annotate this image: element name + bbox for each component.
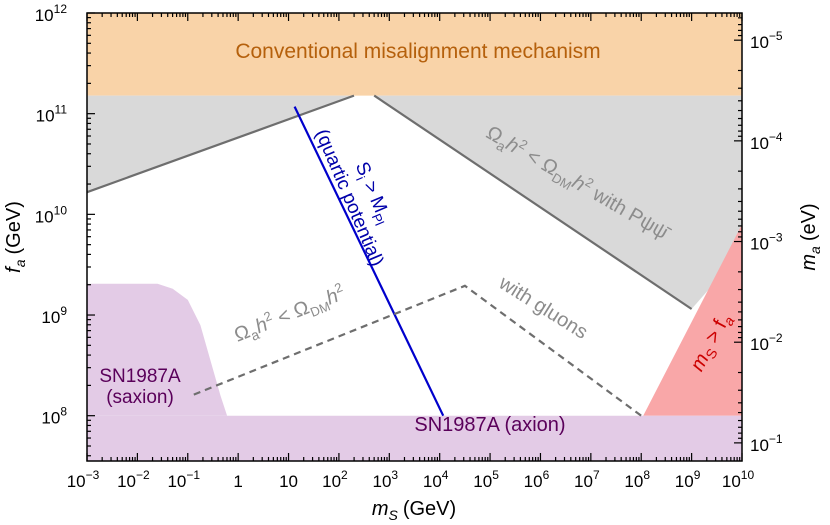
x-axis-title: mS (GeV) — [372, 498, 456, 523]
y-tick-label: 1012 — [35, 2, 68, 25]
region-label-sn-saxion-line2: (saxion) — [106, 387, 174, 408]
region-label-misalignment: Conventional misalignment mechanism — [235, 40, 600, 63]
y2-tick-label: 10−1 — [750, 432, 783, 455]
x-tick-label: 108 — [624, 468, 650, 491]
y-tick-label: 109 — [41, 304, 67, 327]
ticks-layer — [86, 12, 743, 461]
x-tick-label: 1 — [233, 472, 242, 491]
region-misalignment — [87, 13, 742, 96]
y2-tick-label: 10−5 — [750, 29, 783, 52]
y2-tick-label: 10−2 — [750, 331, 783, 354]
y2-tick-label: 10−4 — [750, 130, 783, 153]
region-sn-axion — [87, 415, 742, 461]
x-tick-label: 10−1 — [167, 468, 200, 491]
x-tick-label: 106 — [524, 468, 550, 491]
line-boundary-right — [373, 94, 693, 310]
x-tick-label: 102 — [322, 468, 348, 491]
x-tick-label: 107 — [574, 468, 600, 491]
tick-labels-layer: 10−3 10−2 10−1 1 10 102 103 104 105 106 107 108 109 1… — [35, 2, 783, 491]
x-tick-label: 10−3 — [67, 468, 100, 491]
annotation-with-gluons: with gluons — [494, 272, 591, 344]
lines-layer — [86, 94, 693, 417]
line-si-line — [293, 106, 445, 417]
y-axis-title: fa(GeV) — [3, 201, 28, 273]
x-tick-label: 10−2 — [117, 468, 150, 491]
y2-axis-title: ma(eV) — [798, 203, 823, 270]
y-tick-label: 108 — [41, 405, 67, 428]
regions-layer — [87, 13, 742, 461]
x-tick-label: 104 — [423, 468, 449, 491]
line-boundary-left — [86, 94, 355, 194]
region-ms-gt-fa — [643, 224, 742, 416]
region-label-sn-axion: SN1987A (axion) — [414, 414, 565, 436]
x-tick-label: 105 — [473, 468, 499, 491]
y2-tick-label: 10−3 — [750, 231, 783, 254]
x-tick-label: 103 — [373, 468, 399, 491]
line-gluons-dashed — [193, 284, 642, 417]
region-gray-right — [374, 95, 742, 309]
region-label-sn-saxion-line1: SN1987A — [99, 366, 181, 387]
x-tick-label: 109 — [675, 468, 701, 491]
y-tick-label: 1010 — [35, 203, 68, 226]
region-sn-saxion — [87, 283, 228, 416]
x-tick-label: 1010 — [722, 468, 755, 491]
y-tick-label: 1011 — [36, 103, 68, 126]
x-tick-label: 10 — [279, 472, 298, 491]
